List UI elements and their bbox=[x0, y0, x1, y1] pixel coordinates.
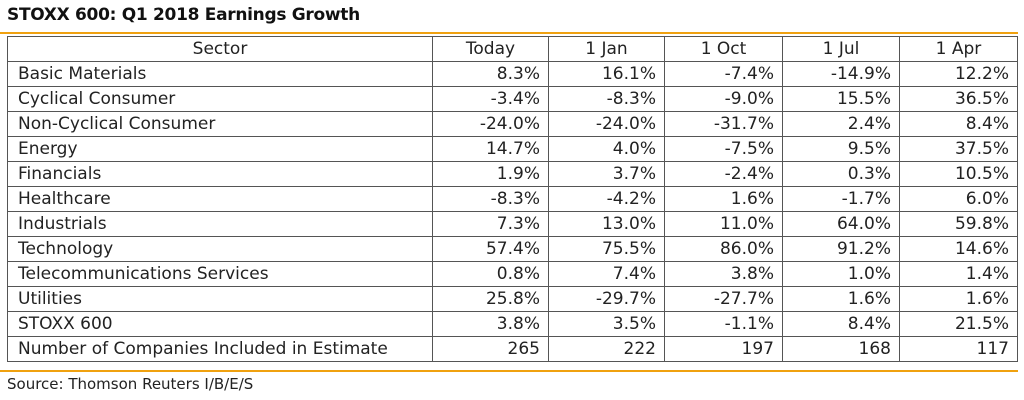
table-title: STOXX 600: Q1 2018 Earnings Growth bbox=[7, 5, 360, 25]
value-cell: 1.6% bbox=[900, 287, 1018, 312]
value-cell: 2.4% bbox=[783, 112, 900, 137]
value-cell: 0.8% bbox=[433, 262, 549, 287]
value-cell: -8.3% bbox=[549, 87, 665, 112]
value-cell: 197 bbox=[665, 337, 783, 362]
value-cell: -1.1% bbox=[665, 312, 783, 337]
sector-cell: Technology bbox=[8, 237, 433, 262]
value-cell: 7.3% bbox=[433, 212, 549, 237]
value-cell: 222 bbox=[549, 337, 665, 362]
value-cell: 14.6% bbox=[900, 237, 1018, 262]
table-row: Financials 1.9% 3.7% -2.4% 0.3% 10.5% bbox=[8, 162, 1018, 187]
header-today: Today bbox=[433, 37, 549, 62]
value-cell: -14.9% bbox=[783, 62, 900, 87]
earnings-table: Sector Today 1 Jan 1 Oct 1 Jul 1 Apr Bas… bbox=[7, 36, 1018, 362]
value-cell: -3.4% bbox=[433, 87, 549, 112]
table-row: STOXX 600 3.8% 3.5% -1.1% 8.4% 21.5% bbox=[8, 312, 1018, 337]
sector-cell: Industrials bbox=[8, 212, 433, 237]
value-cell: -29.7% bbox=[549, 287, 665, 312]
value-cell: 1.0% bbox=[783, 262, 900, 287]
value-cell: 57.4% bbox=[433, 237, 549, 262]
source-note: Source: Thomson Reuters I/B/E/S bbox=[7, 375, 253, 393]
value-cell: -7.4% bbox=[665, 62, 783, 87]
value-cell: -1.7% bbox=[783, 187, 900, 212]
value-cell: 3.7% bbox=[549, 162, 665, 187]
value-cell: 8.4% bbox=[783, 312, 900, 337]
sector-cell: STOXX 600 bbox=[8, 312, 433, 337]
value-cell: 3.5% bbox=[549, 312, 665, 337]
value-cell: 59.8% bbox=[900, 212, 1018, 237]
value-cell: -2.4% bbox=[665, 162, 783, 187]
value-cell: 25.8% bbox=[433, 287, 549, 312]
value-cell: 0.3% bbox=[783, 162, 900, 187]
value-cell: 15.5% bbox=[783, 87, 900, 112]
value-cell: 3.8% bbox=[433, 312, 549, 337]
value-cell: 168 bbox=[783, 337, 900, 362]
sector-cell: Energy bbox=[8, 137, 433, 162]
value-cell: 1.9% bbox=[433, 162, 549, 187]
value-cell: 9.5% bbox=[783, 137, 900, 162]
value-cell: 64.0% bbox=[783, 212, 900, 237]
value-cell: 265 bbox=[433, 337, 549, 362]
value-cell: -8.3% bbox=[433, 187, 549, 212]
sector-cell: Telecommunications Services bbox=[8, 262, 433, 287]
sector-cell: Financials bbox=[8, 162, 433, 187]
table-row: Basic Materials 8.3% 16.1% -7.4% -14.9% 12.2% bbox=[8, 62, 1018, 87]
header-sector: Sector bbox=[8, 37, 433, 62]
value-cell: 21.5% bbox=[900, 312, 1018, 337]
top-divider bbox=[0, 32, 1018, 34]
value-cell: 7.4% bbox=[549, 262, 665, 287]
value-cell: 10.5% bbox=[900, 162, 1018, 187]
table-row: Telecommunications Services 0.8% 7.4% 3.8% 1… bbox=[8, 262, 1018, 287]
table-row: Healthcare -8.3% -4.2% 1.6% -1.7% 6.0% bbox=[8, 187, 1018, 212]
value-cell: 117 bbox=[900, 337, 1018, 362]
sector-cell: Healthcare bbox=[8, 187, 433, 212]
table-row: Industrials 7.3% 13.0% 11.0% 64.0% 59.8% bbox=[8, 212, 1018, 237]
value-cell: -31.7% bbox=[665, 112, 783, 137]
value-cell: 1.4% bbox=[900, 262, 1018, 287]
value-cell: 1.6% bbox=[783, 287, 900, 312]
value-cell: -7.5% bbox=[665, 137, 783, 162]
value-cell: -24.0% bbox=[549, 112, 665, 137]
value-cell: -24.0% bbox=[433, 112, 549, 137]
value-cell: 14.7% bbox=[433, 137, 549, 162]
value-cell: 13.0% bbox=[549, 212, 665, 237]
value-cell: -27.7% bbox=[665, 287, 783, 312]
value-cell: 1.6% bbox=[665, 187, 783, 212]
table-row: Energy 14.7% 4.0% -7.5% 9.5% 37.5% bbox=[8, 137, 1018, 162]
value-cell: 91.2% bbox=[783, 237, 900, 262]
sector-cell: Utilities bbox=[8, 287, 433, 312]
table-body: Basic Materials 8.3% 16.1% -7.4% -14.9% 12.2%… bbox=[8, 62, 1018, 362]
table-row: Number of Companies Included in Estimate… bbox=[8, 337, 1018, 362]
header-1-oct: 1 Oct bbox=[665, 37, 783, 62]
sector-cell: Basic Materials bbox=[8, 62, 433, 87]
value-cell: 12.2% bbox=[900, 62, 1018, 87]
value-cell: 8.4% bbox=[900, 112, 1018, 137]
header-1-apr: 1 Apr bbox=[900, 37, 1018, 62]
table-row: Technology 57.4% 75.5% 86.0% 91.2% 14.6% bbox=[8, 237, 1018, 262]
table-row: Utilities 25.8% -29.7% -27.7% 1.6% 1.6% bbox=[8, 287, 1018, 312]
table-row: Non-Cyclical Consumer -24.0% -24.0% -31.7% 2… bbox=[8, 112, 1018, 137]
header-1-jul: 1 Jul bbox=[783, 37, 900, 62]
value-cell: 16.1% bbox=[549, 62, 665, 87]
value-cell: 37.5% bbox=[900, 137, 1018, 162]
sector-cell: Non-Cyclical Consumer bbox=[8, 112, 433, 137]
value-cell: 8.3% bbox=[433, 62, 549, 87]
value-cell: 11.0% bbox=[665, 212, 783, 237]
value-cell: 6.0% bbox=[900, 187, 1018, 212]
table-header-row: Sector Today 1 Jan 1 Oct 1 Jul 1 Apr bbox=[8, 37, 1018, 62]
value-cell: -4.2% bbox=[549, 187, 665, 212]
value-cell: 3.8% bbox=[665, 262, 783, 287]
table-row: Cyclical Consumer -3.4% -8.3% -9.0% 15.5% 36.… bbox=[8, 87, 1018, 112]
header-1-jan: 1 Jan bbox=[549, 37, 665, 62]
sector-cell: Cyclical Consumer bbox=[8, 87, 433, 112]
value-cell: 86.0% bbox=[665, 237, 783, 262]
value-cell: 36.5% bbox=[900, 87, 1018, 112]
value-cell: 4.0% bbox=[549, 137, 665, 162]
value-cell: 75.5% bbox=[549, 237, 665, 262]
sector-cell: Number of Companies Included in Estimate bbox=[8, 337, 433, 362]
value-cell: -9.0% bbox=[665, 87, 783, 112]
bottom-divider bbox=[0, 370, 1018, 372]
